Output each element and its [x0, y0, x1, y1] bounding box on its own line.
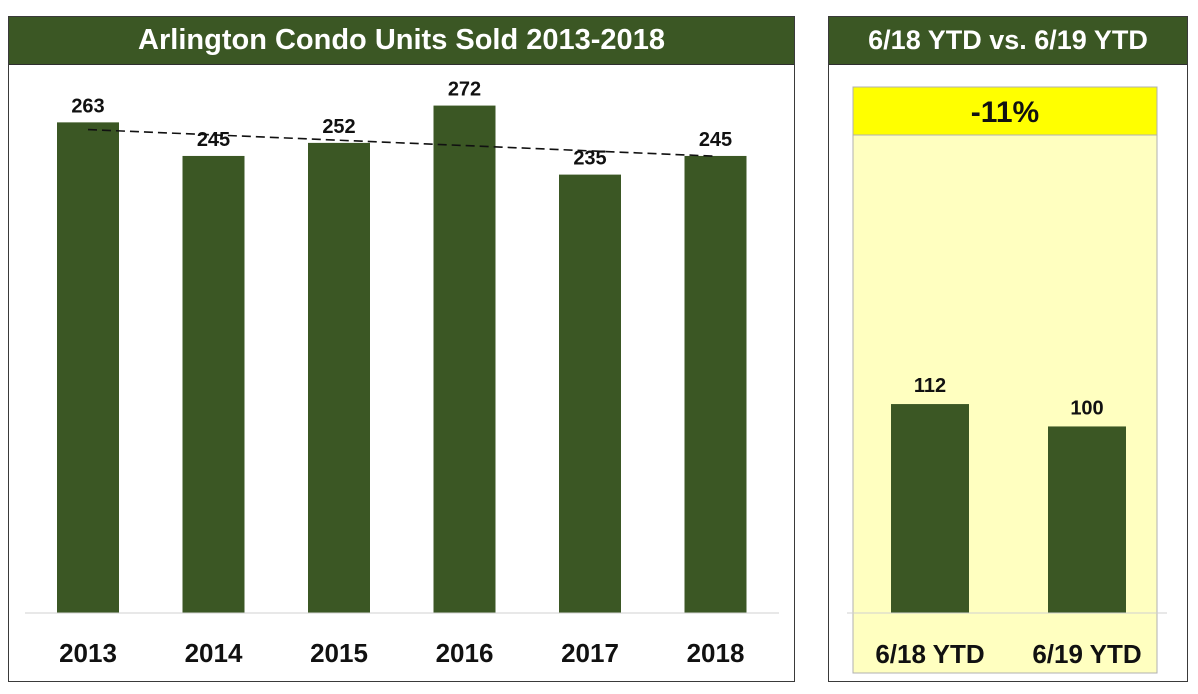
- bar-2013: [57, 122, 119, 614]
- bar-2015: [308, 142, 370, 613]
- x-tick-label-2016: 2016: [436, 638, 494, 668]
- x-tick-label-2014: 2014: [185, 638, 243, 668]
- ytd-chart-title: 6/18 YTD vs. 6/19 YTD: [829, 17, 1187, 65]
- chart-title: Arlington Condo Units Sold 2013-2018: [9, 17, 794, 65]
- value-label-2015: 252: [322, 116, 355, 138]
- units-sold-panel: Arlington Condo Units Sold 2013-2018 263…: [8, 16, 795, 682]
- ytd-value-label-2: 100: [1070, 397, 1103, 419]
- value-label-2018: 245: [699, 129, 732, 151]
- units-sold-chart: 263 2013 245 2014 252 2015 272 2016 235 2017 245 20…: [25, 79, 779, 668]
- change-label: -11%: [971, 96, 1039, 129]
- ytd-x-tick-label-2: 6/19 YTD: [1032, 639, 1141, 669]
- bar-2016: [433, 105, 496, 613]
- x-tick-label-2013: 2013: [59, 638, 117, 668]
- value-label-2013: 263: [71, 95, 104, 117]
- bar-2014: [182, 155, 245, 613]
- ytd-comparison-panel: 6/18 YTD vs. 6/19 YTD -11% 112 6/18 YTD 100…: [828, 16, 1188, 682]
- ytd-comparison-chart: -11% 112 6/18 YTD 100 6/19 YTD: [847, 86, 1167, 674]
- ytd-bar-1: [891, 404, 969, 613]
- change-box: [852, 86, 1158, 136]
- bar-2018: [684, 155, 747, 613]
- ytd-x-tick-label-1: 6/18 YTD: [875, 639, 984, 669]
- ytd-value-label-1: 112: [914, 375, 946, 397]
- x-tick-label-2017: 2017: [561, 638, 619, 668]
- x-tick-label-2018: 2018: [687, 638, 745, 668]
- trendline: [87, 128, 716, 158]
- value-label-2016: 272: [448, 79, 481, 101]
- ytd-bar-2: [1048, 426, 1126, 613]
- value-label-2014: 245: [197, 129, 230, 151]
- x-tick-label-2015: 2015: [310, 638, 368, 668]
- bar-2017: [559, 174, 621, 613]
- value-label-2017: 235: [573, 148, 606, 170]
